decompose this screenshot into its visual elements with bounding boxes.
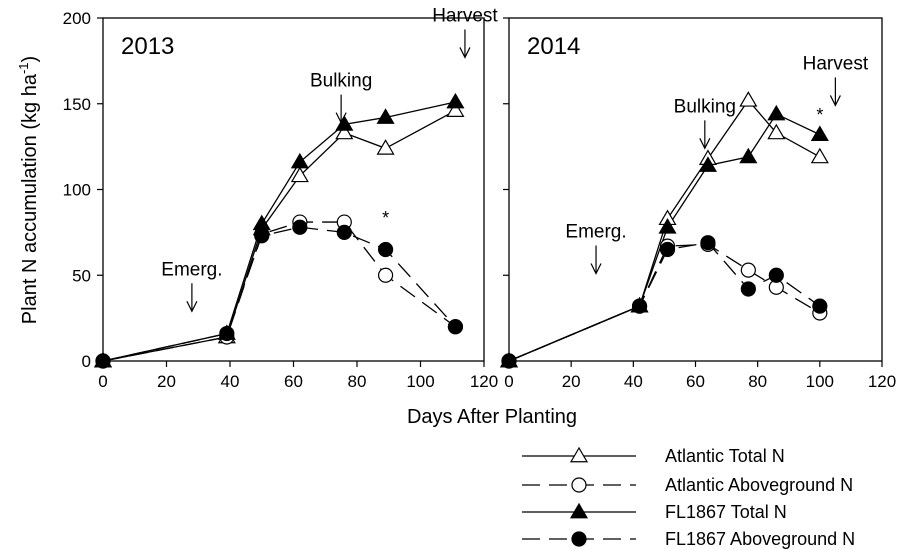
series-line	[102, 110, 456, 362]
y-axis-title-close: )	[19, 56, 41, 63]
series-line	[508, 243, 821, 362]
data-point	[768, 267, 784, 283]
series-line	[508, 241, 821, 362]
data-point	[219, 325, 235, 342]
x-axis-title: Days After Planting	[407, 406, 577, 428]
x-tick-label: 100	[406, 372, 434, 391]
legend-label: FL1867 Total N	[665, 502, 787, 522]
x-tick-label: 120	[868, 372, 896, 391]
y-axis-title-superscript: -1	[16, 62, 31, 74]
annotation-arrowhead	[186, 300, 198, 313]
annotation-label: Harvest	[432, 5, 498, 26]
data-point	[700, 235, 716, 251]
x-tick-label: 0	[98, 372, 107, 391]
x-tick-label: 100	[806, 372, 834, 391]
annotation-arrowhead	[459, 47, 471, 59]
y-tick-label: 150	[63, 95, 91, 114]
data-point	[659, 241, 676, 258]
data-point	[740, 262, 756, 278]
y-axis-title: Plant N accumulation (kg ha-1)	[16, 56, 41, 324]
series-line	[102, 221, 456, 362]
data-point	[290, 152, 309, 169]
x-tick-label: 0	[504, 372, 513, 391]
data-point	[95, 353, 111, 369]
annotation-arrowhead	[590, 263, 602, 275]
x-tick-label: 60	[284, 372, 303, 391]
data-point	[336, 224, 352, 240]
data-point	[446, 101, 465, 117]
series-line	[508, 113, 821, 362]
x-tick-label: 20	[562, 372, 581, 391]
significance-mark: *	[382, 208, 389, 228]
annotation-arrowhead	[699, 138, 711, 150]
significance-mark: *	[816, 105, 823, 125]
data-point	[376, 139, 395, 155]
panel-2013: 0 20 40 60 80 100 120 0 50 100 150 200 2013 Emerg. Bul…	[63, 5, 499, 391]
data-point	[377, 241, 394, 258]
data-point	[767, 104, 786, 121]
plot-frame	[102, 17, 485, 362]
data-point	[740, 281, 756, 297]
series-line	[102, 226, 456, 362]
y-tick-label: 200	[63, 9, 91, 28]
annotation-label: Harvest	[803, 53, 869, 74]
panel-2014: 0 20 40 60 80 100 120 2014 Emerg. Bulking Harvest *	[499, 17, 896, 391]
x-tick-label: 120	[470, 372, 498, 391]
legend-label: FL1867 Aboveground N	[665, 529, 855, 549]
x-tick-label: 40	[221, 372, 240, 391]
annotation-label: Bulking	[674, 96, 736, 117]
data-point	[812, 298, 828, 314]
data-point	[698, 156, 717, 172]
data-point	[254, 228, 270, 244]
annotation-label: Emerg.	[565, 222, 626, 243]
data-point	[335, 115, 354, 131]
annotation-arrowhead	[335, 112, 347, 124]
data-point	[447, 319, 464, 335]
legend-marker	[571, 531, 587, 547]
data-point	[631, 298, 648, 314]
y-tick-label: 0	[82, 352, 91, 371]
data-point	[292, 219, 308, 235]
x-tick-label: 60	[686, 372, 705, 391]
y-tick-label: 100	[63, 181, 91, 200]
data-point	[335, 123, 354, 140]
annotation-arrowhead	[829, 95, 841, 107]
data-point	[376, 108, 395, 124]
data-point	[658, 218, 677, 234]
data-point	[290, 166, 309, 183]
panels-layer: 0 20 40 60 80 100 1200501001502002013Emerg.Bul…	[63, 5, 897, 391]
y-tick-label: 50	[72, 266, 91, 285]
data-point	[739, 91, 758, 107]
data-point	[810, 147, 829, 164]
data-point	[446, 92, 465, 109]
data-point	[501, 353, 517, 369]
legend-item: FL1867 Total N	[522, 502, 787, 522]
legend-label: Atlantic Total N	[665, 446, 785, 466]
legend-item: Atlantic Total N	[522, 446, 785, 466]
annotation-label: Bulking	[310, 71, 372, 92]
y-axis-title-main: Plant N accumulation (kg ha	[19, 73, 41, 324]
data-point	[252, 214, 271, 231]
legend-marker	[569, 446, 589, 463]
panel-title: 2013	[121, 33, 174, 60]
legend-marker	[571, 477, 587, 493]
legend-item: Atlantic Aboveground N	[522, 475, 853, 495]
data-point	[767, 123, 786, 140]
annotation-label: Emerg.	[161, 259, 222, 280]
x-tick-label: 80	[748, 372, 767, 391]
data-point	[810, 125, 829, 141]
x-tick-label: 40	[624, 372, 643, 391]
x-tick-label: 20	[157, 372, 176, 391]
data-point	[377, 267, 394, 283]
x-tick-label: 80	[348, 372, 367, 391]
panel-title: 2014	[527, 33, 580, 60]
legend-item: FL1867 Aboveground N	[522, 529, 855, 549]
legend-marker	[569, 502, 589, 519]
data-point	[739, 147, 758, 164]
legend: Atlantic Total N Atlantic Aboveground N FL…	[522, 446, 855, 549]
legend-label: Atlantic Aboveground N	[665, 475, 853, 495]
